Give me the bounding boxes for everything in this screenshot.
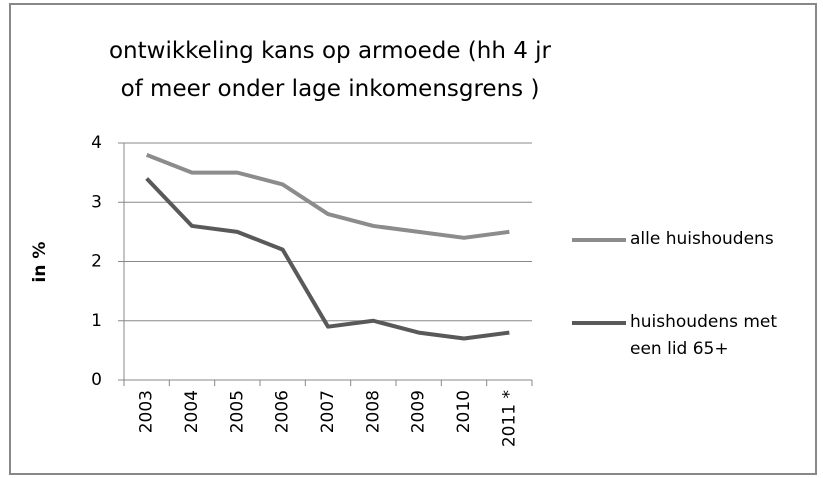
x-tick-label: 2006 — [273, 390, 293, 433]
series-line — [145, 177, 510, 341]
legend-label: huishoudens met een lid 65+ — [630, 312, 778, 359]
series-line — [145, 152, 510, 240]
x-tick-label: 2007 — [318, 390, 338, 433]
y-tick-label: 2 — [91, 252, 102, 272]
legend-label: alle huishoudens — [630, 229, 774, 249]
x-tick-label: 2005 — [227, 390, 247, 433]
y-tick-label: 1 — [91, 311, 102, 331]
x-tick-label: 2011 * — [499, 390, 519, 447]
y-tick-label: 4 — [91, 133, 102, 153]
x-tick-label: 2003 — [137, 390, 157, 433]
x-tick-label: 2004 — [182, 390, 202, 433]
x-tick-label: 2009 — [409, 390, 429, 433]
x-tick-label: 2008 — [363, 390, 383, 433]
chart-frame — [9, 3, 817, 475]
chart-title: ontwikkeling kans op armoede (hh 4 jr of… — [108, 38, 552, 102]
x-tick-label: 2010 — [454, 390, 474, 433]
y-axis-label: in % — [30, 242, 50, 283]
y-tick-label: 0 — [91, 370, 102, 390]
y-tick-label: 3 — [91, 192, 102, 212]
